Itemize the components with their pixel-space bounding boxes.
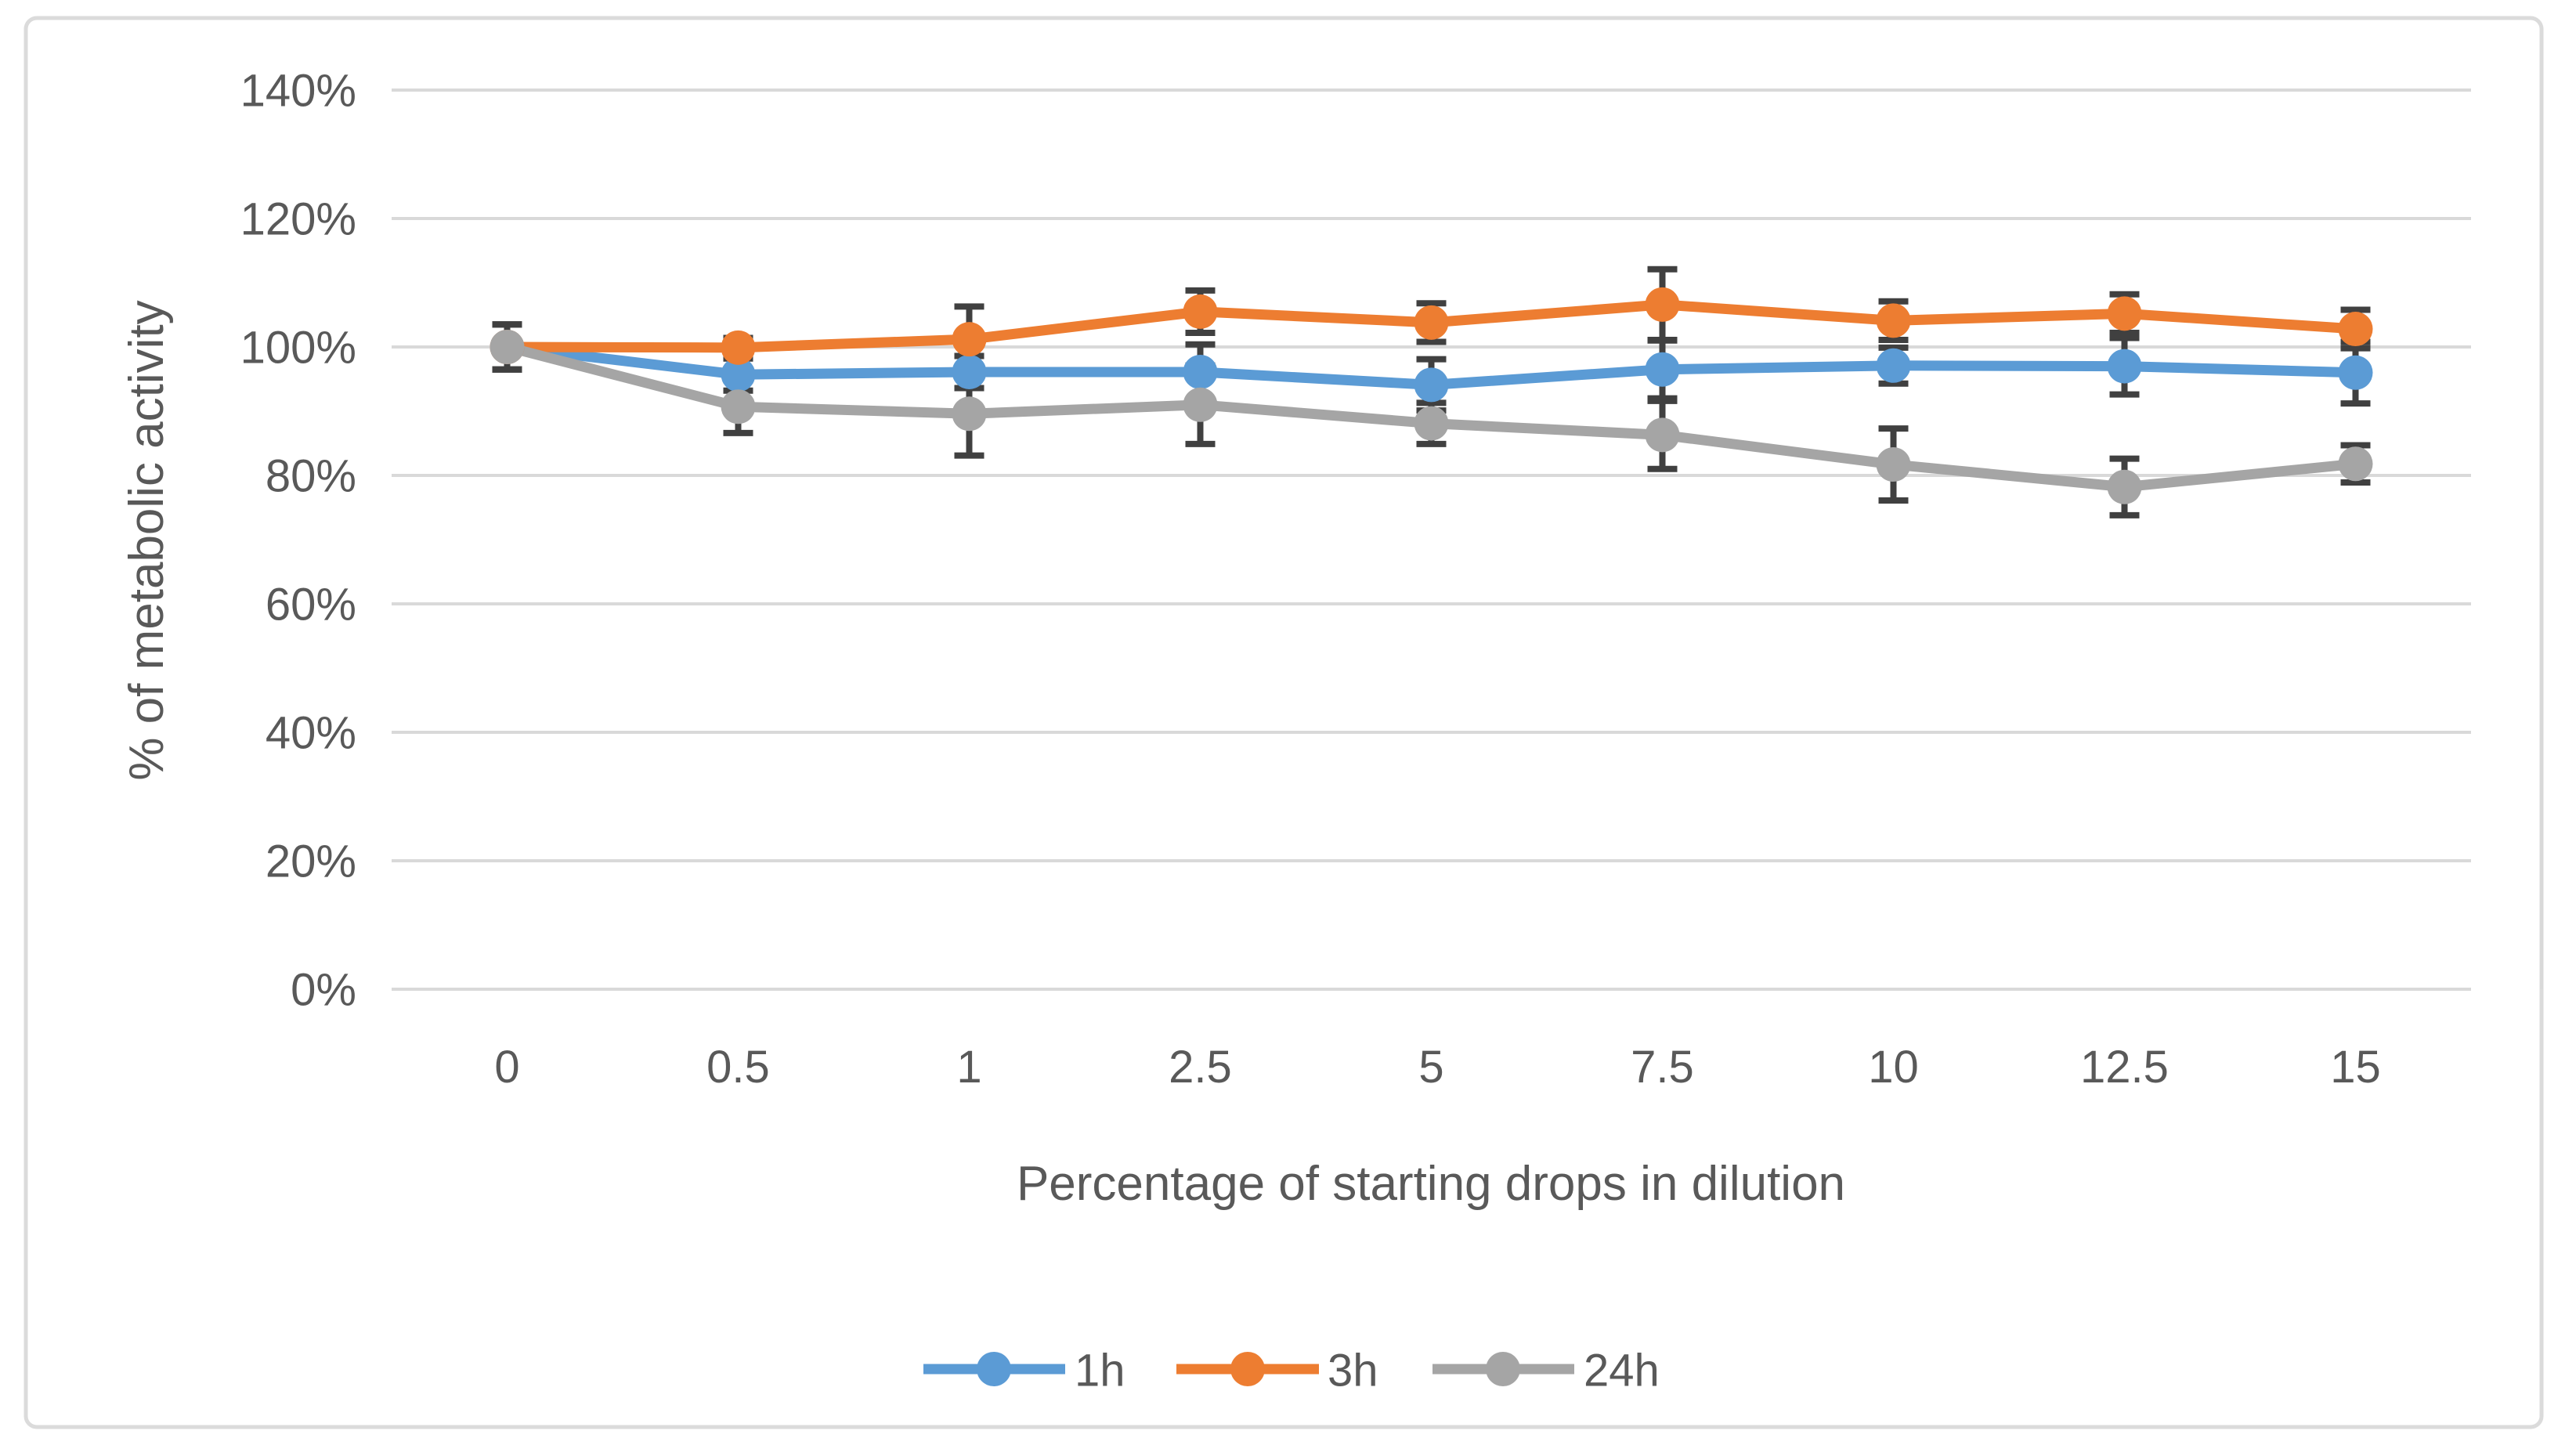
marker-3h	[2107, 296, 2142, 331]
marker-3h	[721, 330, 756, 365]
marker-24h	[1183, 387, 1218, 422]
y-axis-title: % of metabolic activity	[120, 300, 174, 780]
marker-24h	[490, 330, 525, 364]
x-tick-label: 5	[1418, 1042, 1443, 1093]
x-tick-label: 1	[956, 1042, 981, 1093]
x-axis-title: Percentage of starting drops in dilution	[1017, 1157, 1845, 1211]
y-tick-label: 100%	[240, 322, 356, 373]
marker-1h	[1645, 352, 1680, 387]
x-tick-label: 0.5	[706, 1042, 770, 1093]
legend-item-1h: 1h	[923, 1345, 1125, 1396]
legend-item-24h: 24h	[1433, 1345, 1660, 1396]
x-tick-label: 2.5	[1169, 1042, 1232, 1093]
chart-border	[23, 16, 2544, 1429]
marker-24h	[2338, 446, 2373, 482]
marker-1h	[1183, 354, 1218, 389]
marker-24h	[2107, 469, 2142, 504]
x-tick-label: 15	[2330, 1042, 2381, 1093]
marker-3h	[1414, 305, 1449, 340]
marker-24h	[1414, 406, 1449, 441]
x-tick-label: 12.5	[2080, 1042, 2169, 1093]
marker-24h	[1645, 417, 1680, 453]
plot-area: 0%20%40%60%80%100%120%140%0 0.5 1 2.5 5 7.5 10…	[240, 65, 2543, 1093]
marker-3h	[2338, 312, 2373, 347]
y-tick-label: 0%	[291, 964, 356, 1015]
legend-label-3h: 3h	[1328, 1345, 1378, 1396]
legend-label-1h: 1h	[1075, 1345, 1125, 1396]
y-tick-label: 140%	[240, 65, 356, 116]
marker-3h	[952, 322, 987, 357]
legend-marker-24h	[1486, 1352, 1520, 1386]
marker-24h	[721, 389, 756, 425]
legend-label-24h: 24h	[1584, 1345, 1660, 1396]
y-tick-label: 80%	[266, 450, 356, 501]
marker-1h	[1876, 348, 1911, 383]
marker-1h	[721, 357, 756, 392]
marker-3h	[1876, 303, 1911, 338]
marker-3h	[1183, 294, 1218, 329]
marker-1h	[2338, 355, 2373, 390]
y-tick-label: 40%	[266, 707, 356, 758]
x-tick-label: 7.5	[1631, 1042, 1694, 1093]
legend: 1h 3h 24h	[923, 1345, 1660, 1396]
marker-24h	[1876, 447, 1911, 482]
x-tick-label: 0	[494, 1042, 519, 1093]
y-tick-label: 20%	[266, 836, 356, 887]
legend-marker-1h	[977, 1352, 1011, 1386]
marker-1h	[952, 354, 987, 389]
legend-item-3h: 3h	[1176, 1345, 1378, 1396]
legend-marker-3h	[1230, 1352, 1265, 1386]
x-tick-label: 10	[1868, 1042, 1919, 1093]
marker-24h	[952, 396, 987, 432]
y-tick-label: 120%	[240, 193, 356, 244]
marker-1h	[2107, 349, 2142, 384]
marker-1h	[1414, 367, 1449, 403]
marker-3h	[1645, 287, 1680, 322]
y-tick-label: 60%	[266, 579, 356, 630]
